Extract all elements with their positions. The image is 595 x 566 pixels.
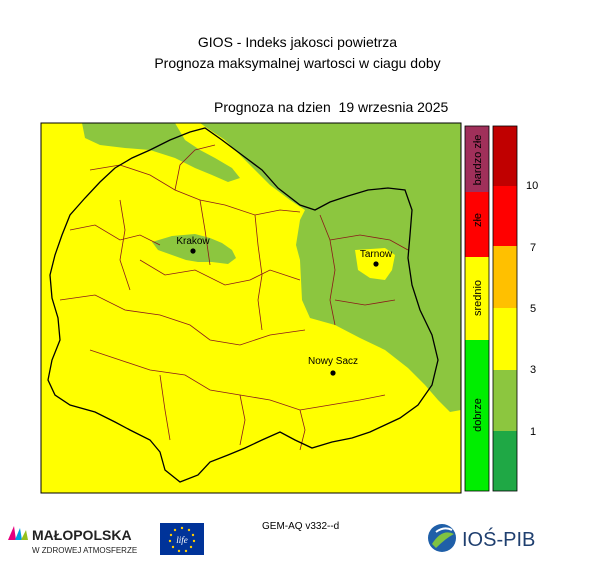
chart-subtitle: Prognoza maksymalnej wartosci w ciagu do… bbox=[154, 55, 441, 71]
scale-band-6 bbox=[493, 126, 517, 186]
category-label-bardzo-zle: bardzo złe bbox=[472, 135, 484, 186]
ios-pib-mark-icon bbox=[428, 524, 456, 552]
scale-legend-frame bbox=[492, 125, 518, 492]
city-marker-nowy-sacz bbox=[330, 370, 336, 376]
region-boundary bbox=[47, 127, 439, 483]
malopolska-mark-icon bbox=[8, 526, 28, 540]
category-dobrze-band bbox=[465, 340, 489, 491]
city-label-krakow: Krakow bbox=[176, 236, 210, 247]
category-label-zle: złe bbox=[472, 213, 484, 227]
ios-pib-name: IOŚ-PIB bbox=[462, 527, 535, 551]
scale-tick-1: 1 bbox=[530, 426, 536, 438]
scale-band-3 bbox=[493, 308, 517, 370]
malopolska-tagline: W ZDROWEJ ATMOSFERZE bbox=[32, 546, 137, 555]
city-markers: Krakow Tarnow Nowy Sacz bbox=[176, 236, 393, 376]
malopolska-name: MAŁOPOLSKA bbox=[32, 527, 132, 543]
scale-band-5 bbox=[493, 186, 517, 246]
city-marker-krakow bbox=[190, 248, 196, 254]
scale-legend: 10 7 5 3 1 bbox=[492, 125, 538, 492]
category-zle-band bbox=[465, 192, 489, 257]
category-label-dobrze: dobrze bbox=[472, 398, 484, 432]
city-label-nowy-sacz: Nowy Sacz bbox=[308, 356, 358, 367]
category-legend: bardzo złe złe srednio dobrze bbox=[464, 125, 490, 492]
eu-life-text: life bbox=[176, 535, 188, 545]
map-frame bbox=[40, 122, 462, 494]
model-version: GEM-AQ v332--d bbox=[262, 521, 340, 532]
category-label-srednio: srednio bbox=[472, 280, 484, 316]
scale-tick-10: 10 bbox=[526, 180, 538, 192]
city-label-tarnow: Tarnow bbox=[360, 249, 393, 260]
category-legend-frame bbox=[464, 125, 490, 492]
category-bardzo-zle-band bbox=[465, 126, 489, 192]
map-area: Krakow Tarnow Nowy Sacz bbox=[40, 122, 462, 494]
category-srednio-band bbox=[465, 257, 489, 340]
district-borders bbox=[59, 144, 409, 451]
scale-band-4 bbox=[493, 246, 517, 308]
scale-band-1 bbox=[493, 431, 517, 491]
eu-life-logo: life bbox=[160, 523, 204, 555]
scale-tick-7: 7 bbox=[530, 242, 536, 254]
green-zone-north bbox=[82, 123, 240, 182]
scale-tick-3: 3 bbox=[530, 364, 536, 376]
scale-band-2 bbox=[493, 370, 517, 431]
chart-title: GIOS - Indeks jakosci powietrza bbox=[197, 34, 398, 50]
city-marker-tarnow bbox=[373, 261, 379, 267]
green-zone-northeast bbox=[200, 123, 461, 412]
ios-pib-logo: IOŚ-PIB bbox=[428, 524, 535, 552]
malopolska-logo: MAŁOPOLSKA W ZDROWEJ ATMOSFERZE bbox=[8, 526, 137, 555]
forecast-date: Prognoza na dzien 19 wrzesnia 2025 bbox=[214, 99, 449, 115]
scale-tick-5: 5 bbox=[530, 303, 536, 315]
